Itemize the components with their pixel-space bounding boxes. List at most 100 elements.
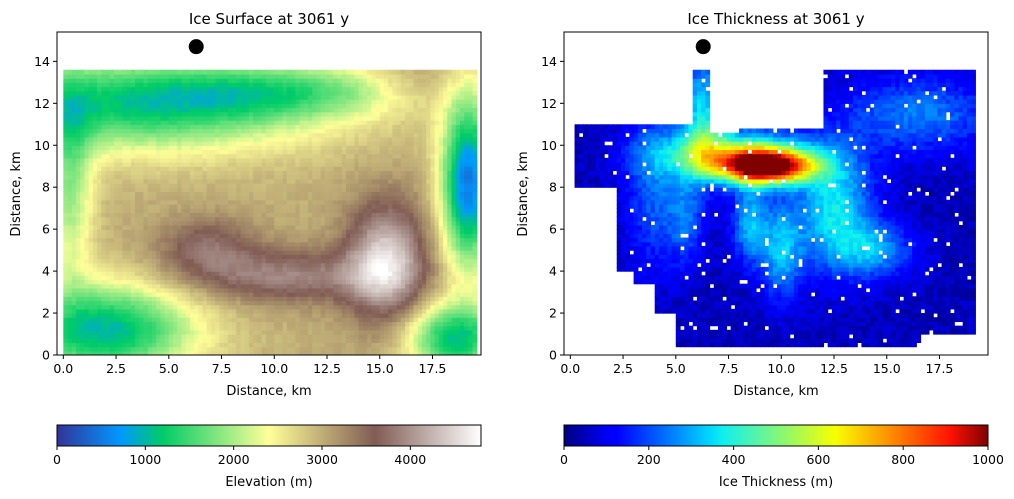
heatmap-cell: [426, 229, 431, 234]
heatmap-cell: [329, 174, 334, 180]
heatmap-cell: [421, 317, 427, 323]
heatmap-cell: [257, 308, 263, 314]
heatmap-cell: [168, 241, 174, 247]
heatmap-cell: [118, 237, 123, 243]
heatmap-cell: [392, 153, 398, 159]
heatmap-cell: [227, 275, 233, 281]
heatmap-cell: [194, 183, 199, 188]
heatmap-cell: [270, 199, 275, 205]
heatmap-cell: [202, 283, 208, 289]
heatmap-cell: [130, 216, 136, 222]
heatmap-cell: [240, 292, 246, 297]
heatmap-cell: [388, 266, 393, 272]
heatmap-cell: [350, 329, 356, 335]
heatmap-cell: [426, 145, 431, 151]
heatmap-cell: [71, 279, 77, 285]
heatmap-cell: [350, 153, 356, 159]
heatmap-cell: [84, 292, 90, 297]
heatmap-cell: [168, 308, 174, 314]
heatmap-cell: [350, 258, 356, 264]
heatmap-cell: [426, 279, 431, 285]
heatmap-cell: [379, 195, 385, 201]
heatmap-cell: [257, 166, 263, 172]
heatmap-cell: [329, 216, 334, 222]
heatmap-cell: [375, 224, 381, 230]
heatmap-cell: [122, 338, 128, 344]
heatmap-cell: [388, 313, 393, 318]
heatmap-cell: [143, 237, 149, 243]
heatmap-cell: [202, 241, 208, 247]
heatmap-cell: [130, 153, 136, 159]
heatmap-cell: [286, 275, 292, 281]
heatmap-cell: [118, 153, 123, 159]
heatmap-cell: [312, 149, 318, 155]
heatmap-cell: [434, 296, 440, 302]
heatmap-cell: [198, 241, 204, 247]
heatmap-cell: [215, 229, 221, 234]
heatmap-cell: [417, 329, 423, 335]
heatmap-cell: [97, 304, 102, 310]
heatmap-cell: [210, 275, 216, 281]
heatmap-cell: [396, 271, 402, 276]
heatmap-cell: [455, 195, 461, 201]
heatmap-cell: [232, 279, 237, 285]
heatmap-cell: [215, 183, 221, 188]
heatmap-cell: [421, 275, 427, 281]
heatmap-cell: [92, 258, 98, 264]
heatmap-cell: [350, 350, 356, 355]
heatmap-cell: [367, 342, 372, 348]
heatmap-cell: [299, 191, 305, 197]
heatmap-cell: [147, 279, 153, 285]
heatmap-cell: [417, 153, 423, 159]
heatmap-cell: [84, 334, 90, 339]
heatmap-cell: [164, 191, 170, 197]
heatmap-cell: [244, 212, 250, 218]
heatmap-cell: [447, 216, 453, 222]
heatmap-cell: [459, 203, 465, 209]
heatmap-cell: [105, 208, 111, 213]
heatmap-cell: [261, 174, 267, 180]
heatmap-cell: [253, 199, 258, 205]
heatmap-cell: [379, 271, 385, 276]
heatmap-cell: [426, 271, 431, 276]
heatmap-cell: [139, 141, 145, 146]
heatmap-cell: [447, 212, 453, 218]
heatmap-cell: [295, 199, 301, 205]
heatmap-cell: [265, 292, 271, 297]
heatmap-cell: [312, 266, 318, 272]
heatmap-cell: [253, 149, 258, 155]
heatmap-cell: [227, 187, 233, 192]
heatmap-cell: [405, 145, 410, 151]
heatmap-cell: [75, 153, 81, 159]
heatmap-cell: [177, 275, 183, 281]
heatmap-cell: [358, 317, 364, 323]
heatmap-cell: [388, 195, 393, 201]
heatmap-cell: [160, 262, 166, 268]
heatmap-cell: [71, 241, 77, 247]
heatmap-cell: [189, 338, 195, 344]
heatmap-cell: [126, 212, 132, 218]
heatmap-cell: [253, 216, 258, 222]
heatmap-cell: [358, 245, 364, 251]
heatmap-cell: [299, 157, 305, 163]
heatmap-cell: [396, 153, 402, 159]
heatmap-cell: [400, 338, 406, 344]
heatmap-cell: [409, 229, 415, 234]
heatmap-cell: [206, 141, 212, 146]
heatmap-cell: [130, 346, 136, 352]
heatmap-cell: [375, 283, 381, 289]
heatmap-cell: [101, 325, 107, 331]
heatmap-cell: [257, 141, 263, 146]
heatmap-cell: [130, 287, 136, 293]
heatmap-cell: [371, 170, 377, 176]
heatmap-cell: [358, 229, 364, 234]
heatmap-cell: [274, 266, 280, 272]
heatmap-cell: [409, 208, 415, 213]
heatmap-cell: [303, 245, 309, 251]
heatmap-cell: [438, 262, 444, 268]
heatmap-cell: [227, 199, 233, 205]
heatmap-cell: [202, 183, 208, 188]
heatmap-cell: [101, 271, 107, 276]
heatmap-cell: [278, 195, 284, 201]
heatmap-cell: [232, 153, 237, 159]
